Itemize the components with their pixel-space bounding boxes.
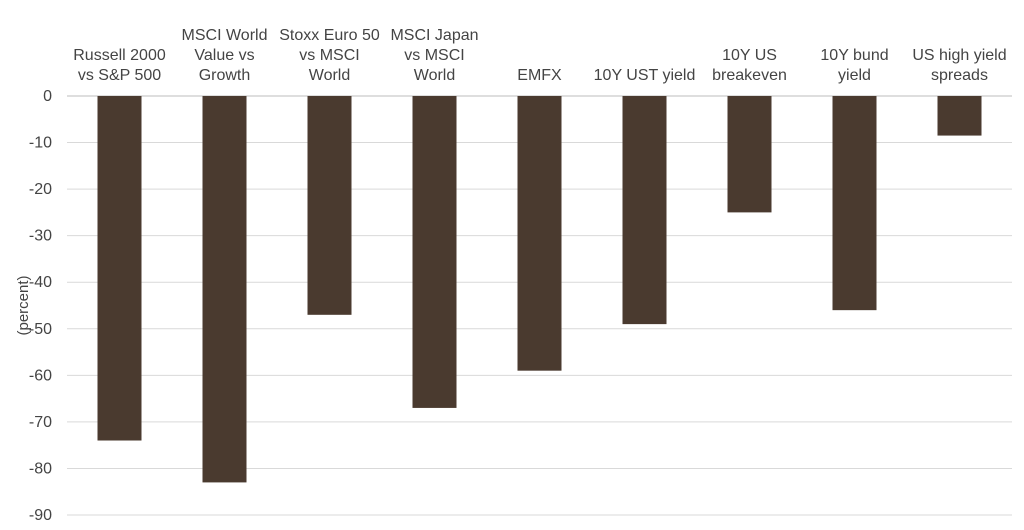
category-label: Stoxx Euro 50 vs MSCI World: [279, 27, 380, 84]
category-label-line: US high yield: [912, 47, 1006, 64]
bar: [832, 96, 877, 311]
y-tick-label: -70: [29, 414, 52, 431]
category-label-line: 10Y bund: [820, 47, 888, 64]
category-label-line: vs S&P 500: [78, 67, 161, 84]
bar: [412, 96, 457, 408]
bar: [727, 96, 772, 213]
category-label: MSCI World Value vs Growth: [182, 27, 268, 84]
category-label: MSCI Japan vs MSCI World: [390, 27, 478, 84]
category-label: 10Y bund yield: [820, 47, 888, 84]
y-tick-label: -10: [29, 135, 52, 152]
category-label-line: Russell 2000: [73, 47, 166, 64]
category-label-line: vs MSCI: [404, 47, 464, 64]
y-tick-label: -20: [29, 181, 52, 198]
category-label-line: 10Y UST yield: [594, 67, 696, 84]
category-label: 10Y UST yield: [594, 67, 696, 84]
y-axis-ticks: 0 -10 -20 -30 -40 -50 -60 -70 -80 -90: [29, 88, 52, 524]
category-label: US high yield spreads: [912, 47, 1006, 84]
category-label-line: World: [309, 67, 351, 84]
category-label-line: MSCI World: [182, 27, 268, 44]
category-label: EMFX: [517, 67, 562, 84]
category-label: Russell 2000 vs S&P 500: [73, 47, 166, 84]
bar: [517, 96, 562, 371]
y-tick-label: 0: [43, 88, 52, 105]
category-labels: Russell 2000 vs S&P 500 MSCI World Value vs…: [73, 27, 1006, 84]
y-tick-label: -80: [29, 460, 52, 477]
bar: [202, 96, 247, 483]
category-label-line: World: [414, 67, 456, 84]
category-label-line: vs MSCI: [299, 47, 359, 64]
category-label-line: yield: [838, 67, 871, 84]
y-axis-title: (percent): [15, 275, 32, 335]
bars: [97, 96, 982, 483]
category-label: 10Y US breakeven: [712, 47, 787, 84]
category-label-line: breakeven: [712, 67, 787, 84]
y-tick-label: -50: [29, 321, 52, 338]
category-label-line: EMFX: [517, 67, 562, 84]
category-label-line: 10Y US: [722, 47, 777, 64]
bar: [622, 96, 667, 325]
bar: [307, 96, 352, 315]
category-label-line: Growth: [199, 67, 251, 84]
y-tick-label: -60: [29, 367, 52, 384]
category-label-line: MSCI Japan: [390, 27, 478, 44]
bar: [97, 96, 142, 441]
y-tick-label: -90: [29, 507, 52, 524]
y-tick-label: -40: [29, 274, 52, 291]
y-tick-label: -30: [29, 228, 52, 245]
category-label-line: Stoxx Euro 50: [279, 27, 380, 44]
category-label-line: spreads: [931, 67, 988, 84]
category-label-line: Value vs: [194, 47, 254, 64]
bar: [937, 96, 982, 136]
